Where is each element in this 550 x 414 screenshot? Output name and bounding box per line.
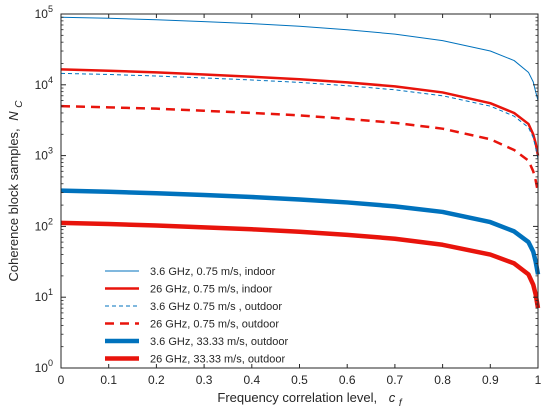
x-tick-label: 0.5 [291,373,308,387]
y-tick-label: 100 [35,358,53,375]
series-line-4 [60,104,540,193]
legend-label-2: 26 GHz, 0.75 m/s, indoor [150,284,273,296]
series-line-5 [60,188,541,275]
x-tick-label: 1 [535,373,542,387]
series-line-2 [60,68,540,156]
y-axis: 100 101 102 103 104 105 [35,4,538,375]
x-tick-label: 0.3 [196,373,213,387]
series-line-1 [60,16,539,101]
x-tick-label: 0 [58,373,65,387]
x-tick-label: 0.1 [100,373,117,387]
legend: 3.6 GHz, 0.75 m/s, indoor 26 GHz, 0.75 m/… [105,266,289,366]
y-tick-label: 101 [35,287,53,304]
x-tick-label: 0.7 [387,373,404,387]
y-axis-label-symbol: N [6,111,21,121]
y-tick-label: 102 [35,216,53,233]
x-tick-label: 0.9 [482,373,499,387]
y-axis-label: Coherence block samples, N C [6,100,25,282]
legend-label-4: 26 GHz, 0.75 m/s, outdoor [150,319,279,331]
y-axis-label-subscript: C [14,100,25,108]
series-line-6 [60,220,541,309]
x-tick-label: 0.6 [339,373,356,387]
x-axis: 0 0.1 0.2 0.3 0.4 0.5 0.6 0.7 0.8 0.9 1 [58,14,542,387]
y-tick-label: 104 [35,75,53,92]
series-layer [60,16,541,309]
x-axis-label-subscript: f [399,398,403,409]
x-tick-label: 0.4 [243,373,260,387]
x-axis-label-text: Frequency correlation level, [217,390,377,405]
x-axis-label-symbol: c [389,390,396,405]
y-axis-label-text: Coherence block samples, [6,128,21,281]
legend-label-6: 26 GHz, 33.33 m/s, outdoor [150,354,285,366]
y-tick-label: 105 [35,4,53,21]
legend-label-5: 3.6 GHz, 33.33 m/s, outdoor [150,336,289,348]
x-tick-label: 0.8 [434,373,451,387]
legend-label-1: 3.6 GHz, 0.75 m/s, indoor [150,266,276,278]
x-axis-label: Frequency correlation level, c f [217,390,402,409]
legend-label-3: 3.6 GHz 0.75 m/s , outdoor [150,301,282,313]
y-tick-label: 103 [35,146,53,163]
x-tick-label: 0.2 [148,373,165,387]
